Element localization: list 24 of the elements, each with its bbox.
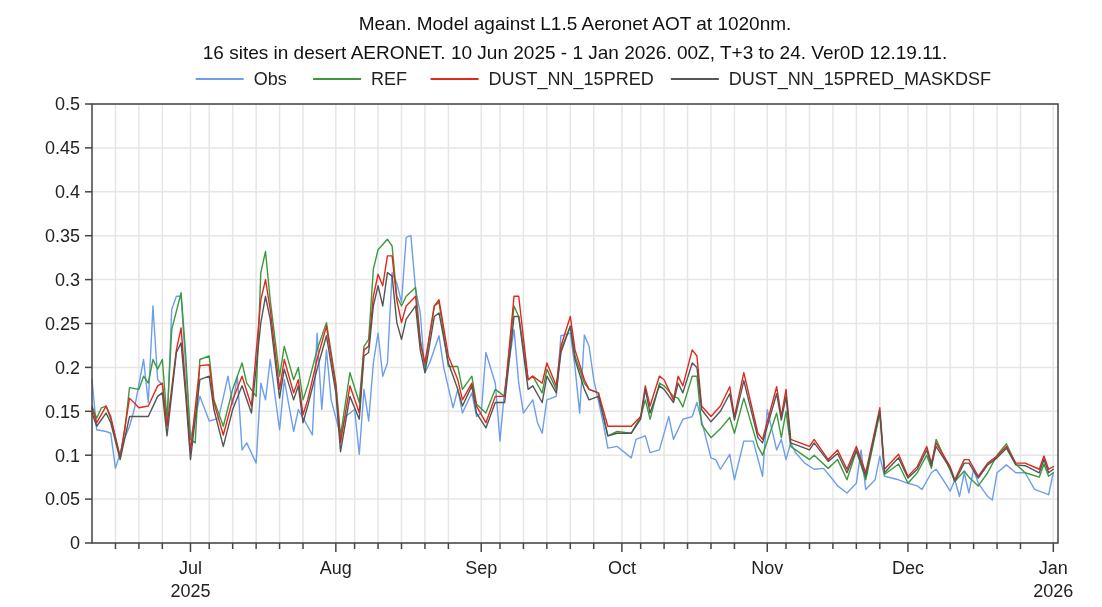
chart-title: Mean. Model against L1.5 Aeronet AOT at 1020nm. bbox=[358, 13, 792, 34]
y-tick-label: 0.4 bbox=[54, 182, 80, 203]
y-tick-label: 0.2 bbox=[54, 357, 80, 378]
y-tick-label: 0 bbox=[69, 533, 80, 554]
legend-label: DUST_NN_15PRED bbox=[488, 69, 654, 90]
y-tick-label: 0.45 bbox=[44, 138, 80, 159]
y-tick-label: 0.05 bbox=[44, 489, 80, 510]
x-tick-label: Jul 2025 bbox=[170, 558, 211, 601]
y-tick-label: 0.1 bbox=[54, 445, 80, 466]
y-tick-label: 0.15 bbox=[44, 401, 80, 422]
y-tick-label: 0.5 bbox=[54, 94, 80, 115]
y-tick-label: 0.3 bbox=[54, 269, 80, 290]
x-tick-label: Oct bbox=[607, 558, 636, 578]
x-tick-label: Nov bbox=[751, 558, 784, 578]
y-tick-label: 0.35 bbox=[44, 226, 80, 246]
x-tick-label: Dec bbox=[891, 558, 924, 578]
y-tick-label: 0.25 bbox=[44, 313, 80, 334]
legend-label: DUST_NN_15PRED_MASKDSF bbox=[728, 69, 991, 90]
chart-subtitle: 16 sites in desert AERONET. 10 Jun 2025 - 1 Jan 2026. 00Z, T+3 to 24. Ver0D 12.19.11. bbox=[202, 42, 948, 63]
x-tick-label: Jan 2026 bbox=[1033, 558, 1074, 601]
legend-label: REF bbox=[371, 69, 408, 89]
legend-label: Obs bbox=[253, 69, 287, 89]
x-tick-label: Sep bbox=[465, 558, 498, 578]
x-tick-label: Aug bbox=[319, 558, 352, 578]
